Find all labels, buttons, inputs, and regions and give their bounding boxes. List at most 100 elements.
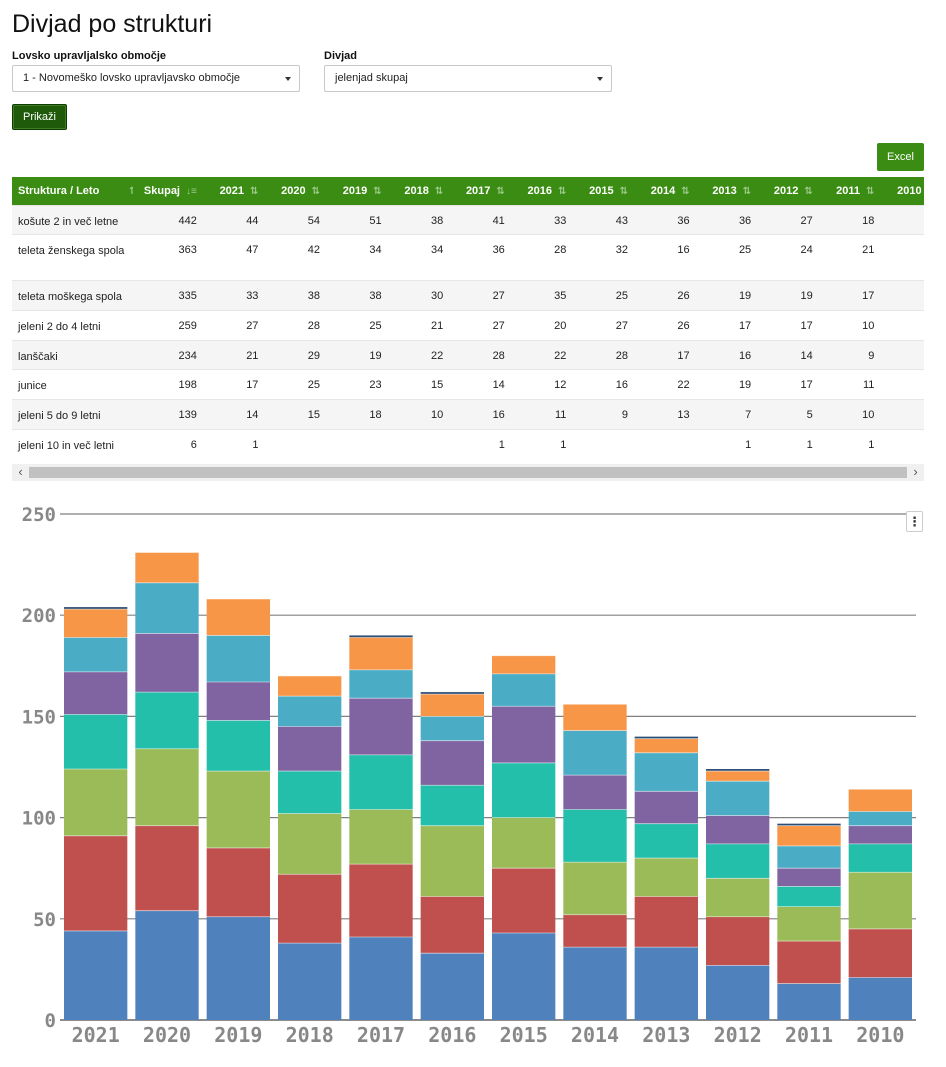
bar-segment[interactable] [848, 977, 912, 1020]
bar-segment[interactable] [777, 868, 841, 887]
bar-segment[interactable] [634, 858, 698, 897]
bar-segment[interactable] [64, 671, 128, 715]
bar-segment[interactable] [278, 943, 342, 1020]
bar-segment[interactable] [206, 916, 270, 1020]
game-select[interactable]: jelenjad skupaj [324, 65, 612, 92]
bar-segment[interactable] [420, 716, 484, 741]
bar-segment[interactable] [278, 813, 342, 875]
column-header-2015[interactable]: 2015 ⇅ [572, 177, 634, 205]
column-header-2019[interactable]: 2019 ⇅ [326, 177, 388, 205]
bar-segment[interactable] [64, 637, 128, 672]
bar-segment[interactable] [848, 872, 912, 929]
bar-segment[interactable] [634, 752, 698, 792]
horizontal-scrollbar[interactable]: ‹ › [12, 464, 924, 481]
bar-segment[interactable] [278, 726, 342, 772]
column-header-2016[interactable]: 2016 ⇅ [510, 177, 573, 205]
bar-segment[interactable] [492, 673, 556, 707]
bar-segment[interactable] [206, 847, 270, 917]
bar-segment[interactable] [492, 655, 556, 674]
bar-segment[interactable] [135, 582, 199, 634]
bar-segment[interactable] [349, 937, 413, 1020]
bar-segment[interactable] [349, 669, 413, 699]
bar-segment[interactable] [349, 754, 413, 810]
chart-menu-icon[interactable]: ⋮ [906, 511, 923, 532]
scrollbar-thumb[interactable] [29, 467, 907, 478]
bar-segment[interactable] [135, 825, 199, 911]
bar-segment[interactable] [349, 698, 413, 755]
bar-segment[interactable] [634, 791, 698, 824]
bar-segment[interactable] [206, 599, 270, 636]
bar-segment[interactable] [777, 906, 841, 942]
bar-segment[interactable] [706, 815, 770, 844]
bar-segment[interactable] [563, 914, 627, 948]
column-header-skupaj[interactable]: Skupaj ↓≡ [133, 177, 203, 205]
bar-segment[interactable] [706, 878, 770, 917]
bar-segment[interactable] [492, 817, 556, 869]
bar-segment[interactable] [349, 809, 413, 865]
scroll-left-icon[interactable]: ‹ [18, 464, 23, 479]
bar-segment[interactable] [492, 706, 556, 763]
bar-segment[interactable] [777, 941, 841, 984]
bar-segment[interactable] [64, 607, 128, 610]
area-select[interactable]: 1 - Novomeško lovsko upravljavsko območj… [12, 65, 300, 92]
bar-segment[interactable] [706, 965, 770, 1020]
bar-segment[interactable] [206, 635, 270, 682]
bar-segment[interactable] [420, 953, 484, 1020]
scroll-right-icon[interactable]: › [913, 464, 918, 479]
bar-segment[interactable] [563, 704, 627, 731]
bar-segment[interactable] [706, 781, 770, 816]
bar-segment[interactable] [848, 825, 912, 844]
bar-segment[interactable] [634, 823, 698, 859]
bar-segment[interactable] [206, 720, 270, 772]
bar-segment[interactable] [135, 633, 199, 693]
bar-segment[interactable] [64, 609, 128, 638]
column-header-2010[interactable]: 2010⇅ [880, 177, 924, 205]
bar-segment[interactable] [706, 843, 770, 879]
column-header-structure[interactable]: Struktura / Leto⇅ [12, 177, 138, 205]
bar-segment[interactable] [420, 694, 484, 717]
bar-segment[interactable] [492, 932, 556, 1020]
bar-segment[interactable] [563, 862, 627, 915]
bar-segment[interactable] [349, 635, 413, 638]
bar-segment[interactable] [563, 730, 627, 776]
bar-segment[interactable] [563, 947, 627, 1020]
show-button[interactable]: Prikaži [12, 104, 67, 130]
bar-segment[interactable] [563, 809, 627, 863]
bar-segment[interactable] [135, 552, 199, 583]
bar-segment[interactable] [777, 825, 841, 846]
bar-segment[interactable] [420, 825, 484, 897]
bar-segment[interactable] [848, 811, 912, 826]
bar-segment[interactable] [206, 771, 270, 848]
bar-segment[interactable] [135, 910, 199, 1020]
bar-segment[interactable] [492, 762, 556, 818]
bar-segment[interactable] [634, 738, 698, 753]
bar-segment[interactable] [634, 896, 698, 948]
bar-segment[interactable] [777, 823, 841, 826]
bar-segment[interactable] [278, 771, 342, 814]
bar-segment[interactable] [563, 775, 627, 810]
column-header-2018[interactable]: 2018 ⇅ [387, 177, 450, 205]
bar-segment[interactable] [634, 736, 698, 739]
bar-segment[interactable] [278, 675, 342, 697]
bar-segment[interactable] [135, 748, 199, 826]
bar-segment[interactable] [64, 769, 128, 836]
bar-segment[interactable] [135, 692, 199, 749]
bar-segment[interactable] [706, 916, 770, 966]
bar-segment[interactable] [278, 874, 342, 944]
bar-segment[interactable] [848, 789, 912, 812]
bar-segment[interactable] [278, 696, 342, 727]
bar-segment[interactable] [420, 692, 484, 695]
bar-segment[interactable] [777, 983, 841, 1020]
column-header-2020[interactable]: 2020 ⇅ [264, 177, 327, 205]
bar-segment[interactable] [777, 886, 841, 907]
bar-segment[interactable] [777, 845, 841, 869]
bar-segment[interactable] [706, 769, 770, 772]
column-header-2013[interactable]: 2013 ⇅ [695, 177, 758, 205]
column-header-2014[interactable]: 2014 ⇅ [634, 177, 696, 205]
bar-segment[interactable] [634, 947, 698, 1020]
bar-segment[interactable] [349, 637, 413, 670]
bar-segment[interactable] [206, 681, 270, 721]
bar-segment[interactable] [420, 896, 484, 954]
column-header-2011[interactable]: 2011 ⇅ [818, 177, 881, 205]
column-header-2012[interactable]: 2012 ⇅ [757, 177, 819, 205]
